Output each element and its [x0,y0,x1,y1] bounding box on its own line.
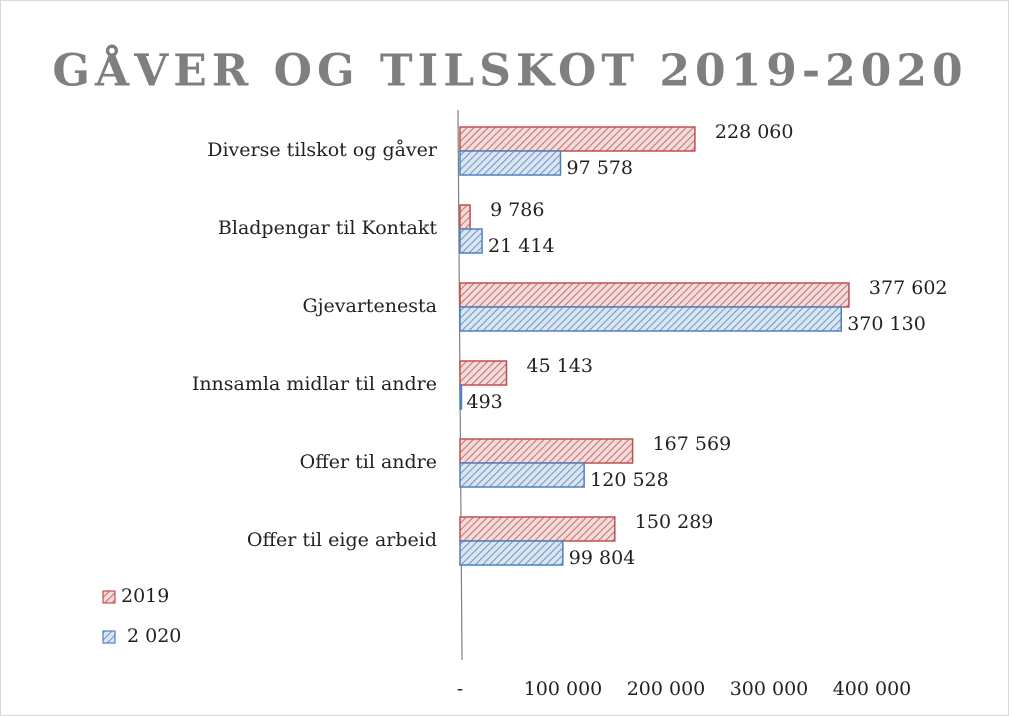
bar [459,516,616,542]
value-label: 99 804 [569,547,635,569]
x-tick-label: - [457,678,463,700]
bar [459,306,842,332]
y-tick-label: Bladpengar til Kontakt [218,217,437,239]
chart-title: GÅVER OG TILSKOT 2019-2020 [52,44,967,97]
y-tick-label: Offer til eige arbeid [247,529,437,551]
y-tick-label: Diverse tilskot og gåver [207,139,438,161]
value-label: 21 414 [488,235,554,257]
y-tick-label: Offer til andre [300,451,437,473]
value-label: 97 578 [567,157,633,179]
bar [459,150,562,176]
x-tick-label: 400 000 [833,678,912,700]
y-tick-label: Innsamla midlar til andre [192,373,437,395]
value-label: 167 569 [653,433,732,455]
legend-label: 2019 [121,585,169,607]
legend-swatch [102,630,116,644]
bar [459,462,585,488]
x-tick-label: 200 000 [627,678,706,700]
bar [459,360,508,386]
bar [459,282,850,308]
x-tick-label: 300 000 [730,678,809,700]
legend-swatch [102,590,116,604]
bar [459,540,564,566]
value-label: 150 289 [635,511,714,533]
legend-label: 2 020 [127,625,181,647]
value-label: 45 143 [526,355,592,377]
value-label: 377 602 [869,277,948,299]
value-label: 228 060 [715,121,794,143]
bar [459,384,463,410]
bar [459,228,483,254]
bar [459,126,696,152]
y-tick-label: Gjevartenesta [302,295,437,317]
value-label: 9 786 [490,199,544,221]
value-label: 370 130 [847,313,926,335]
value-label: 493 [467,391,503,413]
bar [459,438,634,464]
bar [459,204,471,230]
value-label: 120 528 [590,469,669,491]
x-tick-label: 100 000 [524,678,603,700]
